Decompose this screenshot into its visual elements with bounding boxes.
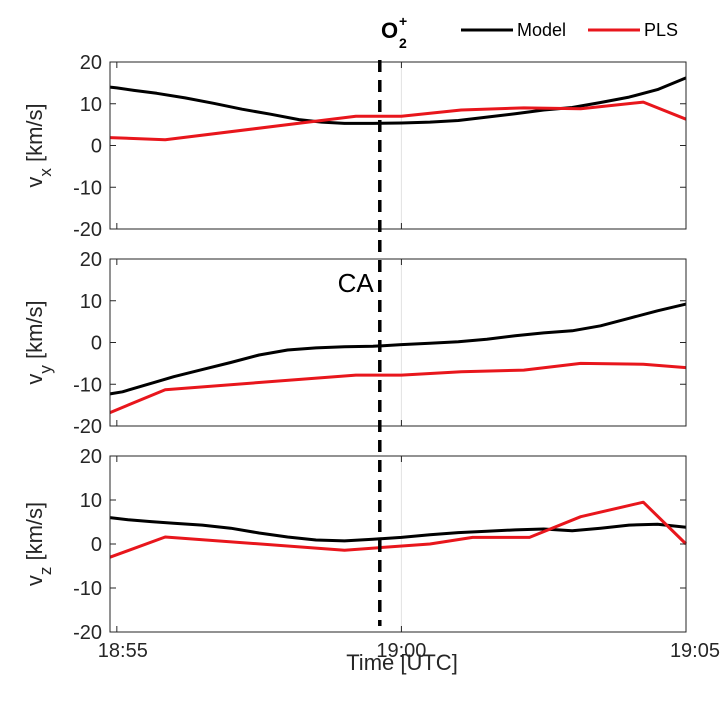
plot-area <box>110 259 686 426</box>
y-axis-label: vx [km/s] <box>22 103 55 187</box>
x-tick-label: 19:05 <box>670 640 720 662</box>
y-tick-label: 20 <box>80 52 102 74</box>
overlay-group: 18:55 19:00 19:05 CA O 2 + Model PLS <box>98 13 720 662</box>
y-tick-label: 0 <box>91 333 102 355</box>
y-label-unit: [km/s] <box>22 502 47 567</box>
y-tick-label: -10 <box>73 374 102 396</box>
species-subscript: 2 <box>399 35 407 51</box>
panel-z: 20 10 0 -10 -20 vz [km/s] <box>22 446 688 644</box>
y-tick-label: 10 <box>80 291 102 313</box>
series-pls-line <box>109 500 688 559</box>
panel-y: 20 10 0 -10 -20 vy [km/s] <box>22 249 687 438</box>
species-label: O 2 + <box>381 13 407 51</box>
x-tick-label: 19:00 <box>376 640 426 662</box>
panel-x: 20 10 0 -10 -20 vx [km/s] <box>22 52 687 241</box>
y-label-subscript: y <box>36 365 55 374</box>
y-tick-label: 20 <box>80 446 102 468</box>
y-label-subscript: z <box>36 567 55 576</box>
y-label-symbol: v <box>22 374 47 385</box>
plot-area <box>110 62 686 229</box>
y-tick-label: -20 <box>73 416 102 438</box>
y-label-symbol: v <box>22 575 47 586</box>
y-tick-label: 10 <box>80 490 102 512</box>
y-label-subscript: x <box>36 168 55 177</box>
y-tick-label: 20 <box>80 249 102 271</box>
legend-label-pls: PLS <box>644 20 678 40</box>
y-tick-label: -20 <box>73 219 102 241</box>
y-label-symbol: v <box>22 177 47 188</box>
series-model-line <box>109 302 687 396</box>
series-model-line <box>109 76 687 125</box>
y-tick-label: -10 <box>73 578 102 600</box>
y-axis-label: vy [km/s] <box>22 300 55 384</box>
species-superscript: + <box>399 13 407 29</box>
y-tick-label: 0 <box>91 534 102 556</box>
y-tick-label: -20 <box>73 622 102 644</box>
legend-label-model: Model <box>517 20 566 40</box>
ca-label: CA <box>338 268 375 298</box>
y-axis-label: vz [km/s] <box>22 502 55 586</box>
series-pls-line <box>109 361 687 414</box>
y-label-unit: [km/s] <box>22 103 47 168</box>
series-model-line <box>109 516 687 543</box>
y-label-unit: [km/s] <box>22 300 47 365</box>
y-tick-label: 0 <box>91 136 102 158</box>
x-axis-label: Time [UTC] <box>346 650 458 675</box>
species-base: O <box>381 18 398 43</box>
legend: Model PLS <box>461 20 678 40</box>
x-tick-label: 18:55 <box>98 640 148 662</box>
series-pls-line <box>109 100 687 142</box>
plot-area <box>110 456 686 632</box>
y-tick-label: -10 <box>73 177 102 199</box>
y-tick-label: 10 <box>80 94 102 116</box>
